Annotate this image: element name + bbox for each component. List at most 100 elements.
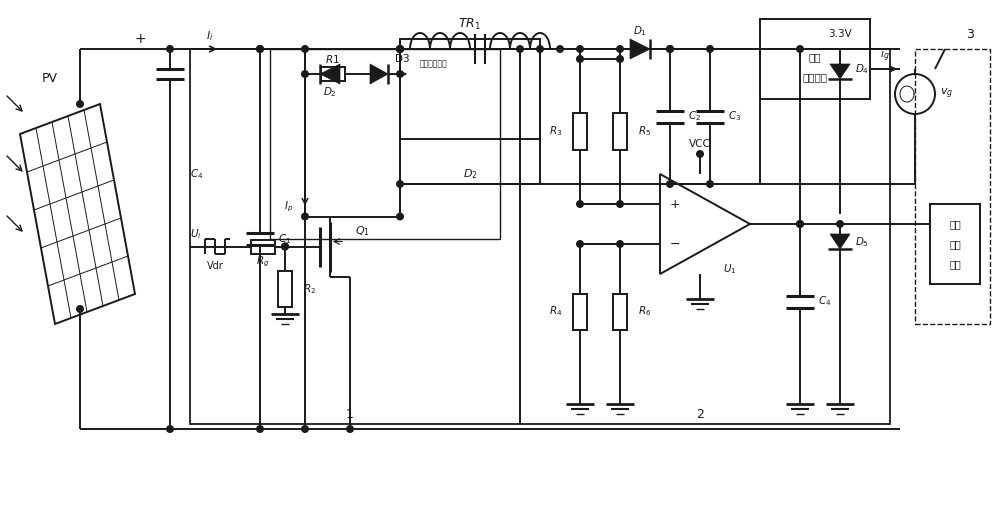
Text: $R_4$: $R_4$ [549,305,562,318]
Text: PV: PV [42,72,58,85]
Circle shape [577,241,583,247]
Circle shape [167,426,173,432]
Text: $R_5$: $R_5$ [638,124,651,138]
Circle shape [302,426,308,432]
Text: D3: D3 [395,54,410,64]
Circle shape [257,46,263,52]
Polygon shape [320,64,340,84]
Circle shape [577,56,583,62]
Circle shape [617,56,623,62]
Circle shape [537,46,543,52]
Polygon shape [630,39,650,59]
Circle shape [557,46,563,52]
Circle shape [397,46,403,52]
Text: $Q_1$: $Q_1$ [355,225,370,238]
Text: $U_i$: $U_i$ [190,227,202,241]
Bar [573,114,587,150]
Text: VCC: VCC [689,139,711,149]
Text: +: + [670,197,680,211]
Circle shape [77,101,83,107]
Text: 3.3V: 3.3V [828,29,852,39]
Text: $D_4$: $D_4$ [855,62,869,76]
Bar [250,240,274,253]
Text: −: − [670,237,680,250]
Text: 2: 2 [696,408,704,420]
Polygon shape [830,64,850,79]
Text: 1: 1 [346,408,354,420]
Bar [320,67,344,81]
Circle shape [797,221,803,227]
Circle shape [397,46,403,52]
Text: $D_1$: $D_1$ [633,24,647,38]
Circle shape [837,221,843,227]
Circle shape [302,71,308,77]
Text: $C_3$: $C_3$ [728,109,741,123]
Circle shape [282,243,288,250]
Bar [400,39,540,139]
Circle shape [257,426,263,432]
Circle shape [617,241,623,247]
Bar [613,293,627,329]
Text: 3: 3 [966,28,974,41]
Circle shape [707,181,713,187]
Text: $U_1$: $U_1$ [723,262,737,276]
Circle shape [577,200,583,207]
Polygon shape [370,64,388,84]
Circle shape [797,46,803,52]
Text: 逆變: 逆變 [809,52,821,62]
Circle shape [667,46,673,52]
Text: $I_p$: $I_p$ [284,199,293,214]
Bar [520,49,890,424]
Circle shape [397,181,403,187]
Text: $TR_1$: $TR_1$ [458,16,482,31]
Circle shape [302,46,308,52]
Bar [190,49,520,424]
Text: 電流采樣信號: 電流采樣信號 [420,60,448,68]
Text: Vdr: Vdr [207,261,223,271]
Circle shape [617,200,623,207]
Bar [760,19,870,99]
Circle shape [697,151,703,157]
Circle shape [667,46,673,52]
Text: $D_2$: $D_2$ [323,85,337,99]
Circle shape [517,46,523,52]
Circle shape [397,46,403,52]
Bar [930,204,980,284]
Text: $D_2$: $D_2$ [463,167,477,181]
Circle shape [302,213,308,220]
Text: $R1$: $R1$ [325,53,340,65]
Text: $R_6$: $R_6$ [638,305,651,318]
Circle shape [282,243,288,250]
Circle shape [797,221,803,227]
Circle shape [617,46,623,52]
Circle shape [707,46,713,52]
Text: $C_1$: $C_1$ [278,232,291,246]
Text: +: + [134,32,146,46]
Text: $v_g$: $v_g$ [940,87,953,101]
Text: $C_4$: $C_4$ [190,167,203,181]
Text: $i_g$: $i_g$ [880,48,890,64]
Text: $D_5$: $D_5$ [855,235,869,249]
Text: 倒相電路: 倒相電路 [802,72,828,82]
Circle shape [397,71,403,77]
Bar [573,293,587,329]
Bar [613,114,627,150]
Text: 芯片: 芯片 [949,259,961,269]
Bar [270,49,500,239]
Text: $C_4$: $C_4$ [818,295,831,308]
Bar [278,271,292,307]
Text: $R_g$: $R_g$ [256,254,269,269]
Circle shape [167,46,173,52]
Text: $R_3$: $R_3$ [549,124,562,138]
Circle shape [347,426,353,432]
Bar [915,49,990,324]
Text: $I_i$: $I_i$ [206,29,214,43]
Text: 控制: 控制 [949,239,961,249]
Circle shape [257,46,263,52]
Text: $C_2$: $C_2$ [688,109,701,123]
Polygon shape [830,234,850,249]
Circle shape [667,181,673,187]
Circle shape [577,46,583,52]
Text: $R_2$: $R_2$ [303,282,316,296]
Circle shape [397,213,403,220]
